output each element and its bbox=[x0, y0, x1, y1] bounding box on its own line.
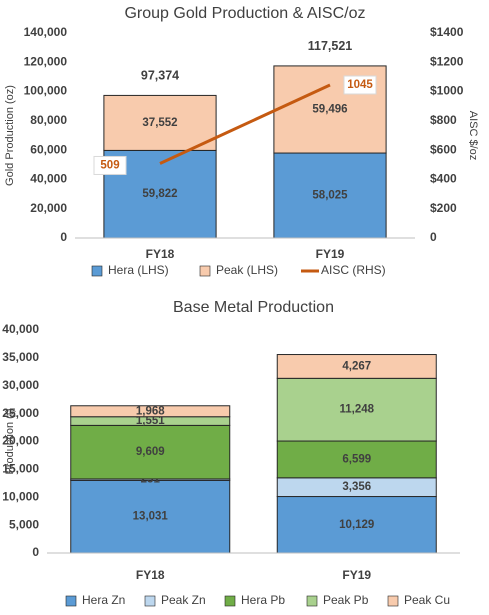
x-tick-label: FY19 bbox=[316, 247, 345, 261]
bar-segment bbox=[276, 354, 437, 379]
bar-segment bbox=[70, 479, 231, 554]
legend-swatch bbox=[387, 595, 399, 607]
x-tick-label: FY18 bbox=[146, 247, 175, 261]
legend-swatch bbox=[144, 595, 156, 607]
legend-label: Peak Cu bbox=[404, 593, 450, 607]
data-label: 9,609 bbox=[136, 446, 165, 458]
y-tick-label: 80,000 bbox=[30, 113, 67, 127]
legend-swatch bbox=[306, 595, 318, 607]
data-label: 1,551 bbox=[136, 415, 165, 427]
legend-swatch bbox=[199, 265, 211, 277]
data-label-box bbox=[93, 155, 127, 175]
y-tick-label: 120,000 bbox=[24, 54, 68, 68]
y2-tick-label: $200 bbox=[430, 201, 457, 215]
data-label: 1,968 bbox=[136, 405, 165, 417]
y2-tick-label: $1200 bbox=[430, 54, 464, 68]
bar-segment bbox=[70, 424, 231, 480]
y-tick-label: 140,000 bbox=[24, 25, 68, 39]
total-label: 97,374 bbox=[141, 69, 179, 83]
y-tick-label: 0 bbox=[32, 545, 39, 559]
data-label: 37,552 bbox=[142, 117, 177, 129]
data-label: 59,496 bbox=[312, 104, 347, 116]
data-label: 11,248 bbox=[339, 404, 374, 416]
y-tick-label: 0 bbox=[60, 230, 67, 244]
y-tick-label: 5,000 bbox=[9, 517, 39, 531]
y2-axis-label: AISC $/oz bbox=[467, 111, 479, 161]
y2-tick-label: $400 bbox=[430, 172, 457, 186]
x-tick-label: FY18 bbox=[136, 568, 165, 582]
data-label-box bbox=[343, 75, 377, 95]
legend-label: Peak Pb bbox=[323, 593, 369, 607]
data-label: 509 bbox=[100, 159, 119, 171]
y-tick-label: 40,000 bbox=[30, 172, 67, 186]
y-tick-label: 15,000 bbox=[2, 462, 39, 476]
data-label: 59,822 bbox=[142, 188, 177, 200]
y-axis-label: Production (t) bbox=[4, 408, 16, 474]
y2-tick-label: 0 bbox=[430, 230, 437, 244]
bar-segment bbox=[276, 377, 437, 442]
data-label: 6,599 bbox=[342, 453, 371, 465]
y-tick-label: 20,000 bbox=[30, 201, 67, 215]
y-tick-label: 60,000 bbox=[30, 142, 67, 156]
legend-label: Hera Pb bbox=[241, 593, 285, 607]
line-series bbox=[159, 83, 331, 165]
y-tick-label: 25,000 bbox=[2, 406, 39, 420]
y-tick-label: 10,000 bbox=[2, 489, 39, 503]
y2-tick-label: $1000 bbox=[430, 84, 464, 98]
data-label: 13,031 bbox=[133, 511, 169, 523]
y-tick-label: 30,000 bbox=[2, 378, 39, 392]
data-label: 3,356 bbox=[342, 481, 371, 493]
legend-label: Hera Zn bbox=[82, 593, 125, 607]
legend-label: Peak Zn bbox=[161, 593, 206, 607]
legend-label: Hera (LHS) bbox=[108, 263, 169, 277]
y2-tick-label: $600 bbox=[430, 142, 457, 156]
data-label: 58,025 bbox=[312, 190, 348, 202]
bar-segment bbox=[276, 440, 437, 479]
chart-title: Base Metal Production bbox=[173, 299, 334, 316]
data-label: 1045 bbox=[347, 79, 373, 91]
legend-swatch bbox=[224, 595, 236, 607]
y-tick-label: 20,000 bbox=[2, 434, 39, 448]
data-label: 10,129 bbox=[339, 519, 374, 531]
y2-tick-label: $1400 bbox=[430, 25, 464, 39]
legend-swatch bbox=[65, 595, 77, 607]
y-axis-label: Gold Production (oz) bbox=[4, 85, 16, 186]
legend-label: AISC (RHS) bbox=[321, 263, 386, 277]
bar-segment bbox=[103, 94, 217, 151]
legend-swatch bbox=[91, 265, 103, 277]
y-tick-label: 40,000 bbox=[2, 322, 39, 336]
total-label: 117,521 bbox=[308, 39, 353, 53]
y2-tick-label: $800 bbox=[430, 113, 457, 127]
legend-label: Peak (LHS) bbox=[216, 263, 278, 277]
data-label: 4,267 bbox=[342, 360, 371, 372]
bar-segment bbox=[70, 405, 231, 418]
y-tick-label: 35,000 bbox=[2, 350, 39, 364]
bar-segment bbox=[276, 496, 437, 554]
chart-title: Group Gold Production & AISC/oz bbox=[124, 5, 365, 22]
x-tick-label: FY19 bbox=[342, 568, 371, 582]
y-tick-label: 100,000 bbox=[24, 84, 68, 98]
